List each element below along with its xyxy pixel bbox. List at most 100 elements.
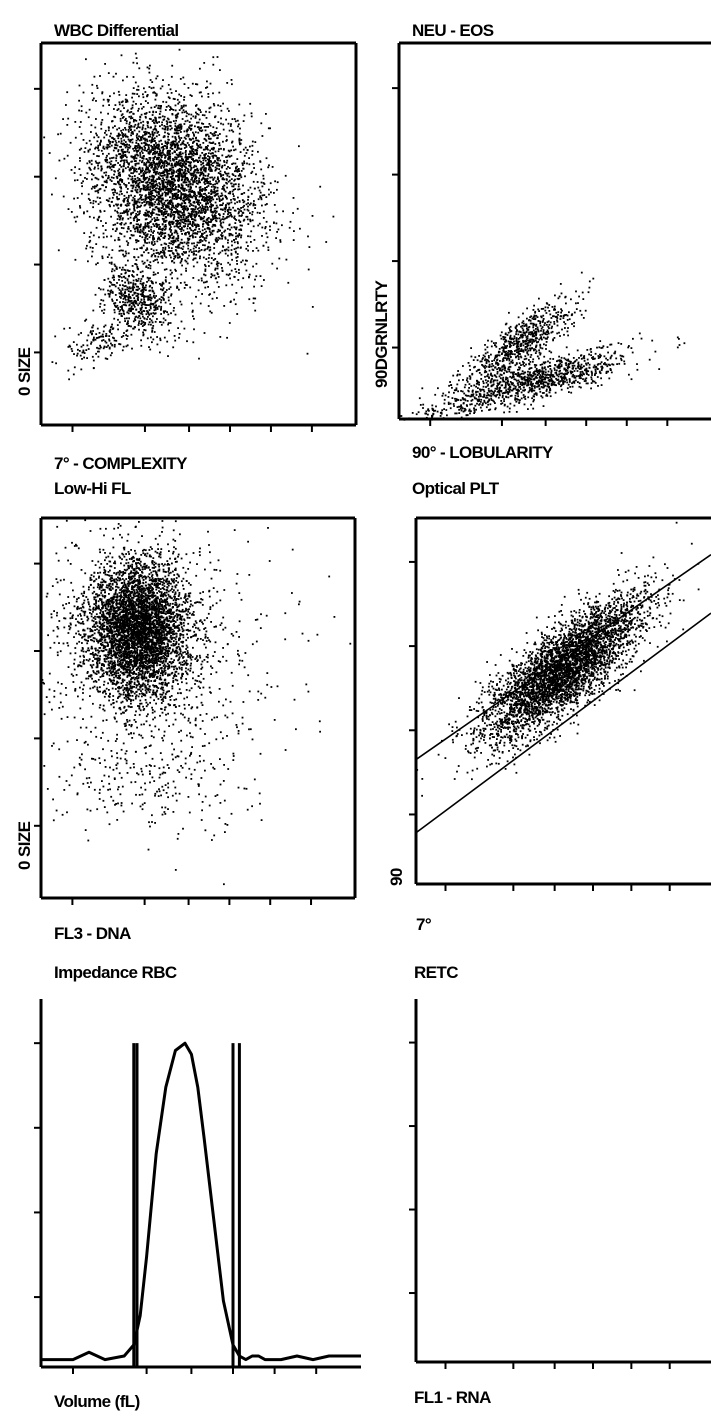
scatter-point: [171, 237, 174, 239]
scatter-point: [158, 253, 161, 255]
scatter-point: [87, 116, 90, 119]
scatter-point: [224, 229, 227, 232]
scatter-point: [120, 297, 122, 299]
scatter-point: [206, 227, 209, 230]
scatter-point: [126, 288, 129, 291]
scatter-point: [211, 297, 214, 300]
scatter-point: [212, 134, 215, 137]
scatter-point: [96, 155, 98, 157]
scatter-point: [151, 180, 154, 182]
scatter-point: [168, 139, 170, 141]
scatter-point: [229, 190, 231, 193]
scatter-point: [170, 127, 173, 130]
scatter-point: [157, 236, 160, 239]
scatter-point: [142, 137, 145, 140]
scatter-point: [184, 187, 186, 190]
scatter-point: [141, 313, 144, 316]
scatter-point: [132, 301, 135, 304]
scatter-point: [220, 192, 223, 195]
scatter-point: [229, 233, 232, 235]
scatter-point: [162, 149, 164, 152]
scatter-point: [154, 116, 156, 119]
scatter-point: [149, 202, 152, 205]
scatter-point: [119, 284, 121, 287]
scatter-point: [204, 270, 207, 272]
scatter-point: [182, 181, 185, 184]
scatter-point: [207, 144, 209, 147]
scatter-point: [140, 196, 142, 198]
scatter-point: [491, 363, 494, 365]
scatter-point: [129, 121, 131, 124]
scatter-point: [137, 185, 140, 188]
scatter-point: [248, 157, 250, 159]
scatter-point: [212, 146, 215, 149]
scatter-point: [109, 135, 111, 138]
scatter-point: [211, 152, 214, 154]
scatter-point: [78, 99, 80, 102]
scatter-point: [210, 262, 213, 265]
scatter-point: [259, 196, 262, 199]
scatter-point: [247, 223, 250, 225]
scatter-point: [154, 98, 157, 101]
scatter-point: [146, 138, 148, 141]
scatter-point: [268, 193, 270, 196]
scatter-point: [126, 286, 129, 289]
scatter-point: [195, 232, 197, 235]
scatter-point: [135, 134, 138, 137]
scatter-point: [164, 155, 167, 158]
scatter-point: [227, 274, 230, 277]
scatter-point: [166, 205, 169, 207]
scatter-point: [168, 329, 170, 332]
scatter-point: [186, 142, 189, 144]
scatter-point: [111, 276, 114, 279]
scatter-point: [89, 199, 91, 201]
scatter-point: [88, 160, 91, 162]
scatter-point: [229, 208, 232, 211]
scatter-point: [222, 187, 225, 190]
scatter-point: [214, 225, 217, 227]
scatter-point: [137, 85, 140, 88]
scatter-point: [110, 180, 113, 182]
scatter-point: [160, 309, 162, 311]
scatter-point: [192, 154, 195, 157]
scatter-point: [104, 63, 106, 65]
scatter-point: [198, 128, 201, 130]
scatter-point: [168, 169, 171, 172]
scatter-point: [559, 283, 562, 285]
scatter-point: [94, 147, 96, 150]
scatter-point: [186, 128, 189, 131]
scatter-point: [207, 185, 210, 187]
scatter-point: [239, 247, 242, 249]
scatter-point: [99, 305, 101, 308]
scatter-point: [186, 158, 189, 161]
scatter-point: [207, 164, 209, 166]
scatter-point: [235, 270, 238, 273]
scatter-point: [141, 146, 143, 149]
scatter-point: [230, 249, 233, 251]
scatter-point: [179, 78, 182, 80]
scatter-point: [182, 199, 184, 202]
scatter-point: [154, 259, 157, 261]
scatter-point: [146, 210, 149, 213]
scatter-point: [127, 309, 130, 312]
scatter-point: [184, 195, 187, 198]
scatter-point: [65, 104, 67, 106]
scatter-point: [139, 156, 142, 158]
scatter-point: [203, 281, 205, 284]
scatter-point: [186, 237, 189, 240]
scatter-point: [252, 180, 255, 183]
scatter-point: [151, 241, 153, 243]
scatter-point: [113, 345, 116, 348]
scatter-point: [131, 96, 133, 99]
scatter-point: [89, 148, 91, 151]
scatter-point: [146, 200, 149, 203]
scatter-point: [129, 117, 132, 120]
scatter-point: [139, 145, 141, 148]
scatter-point: [207, 161, 210, 164]
scatter-point: [164, 169, 167, 172]
scatter-point: [182, 222, 185, 224]
scatter-point: [148, 230, 150, 232]
scatter-point: [190, 95, 193, 97]
scatter-point: [235, 238, 237, 240]
scatter-point: [93, 187, 96, 189]
